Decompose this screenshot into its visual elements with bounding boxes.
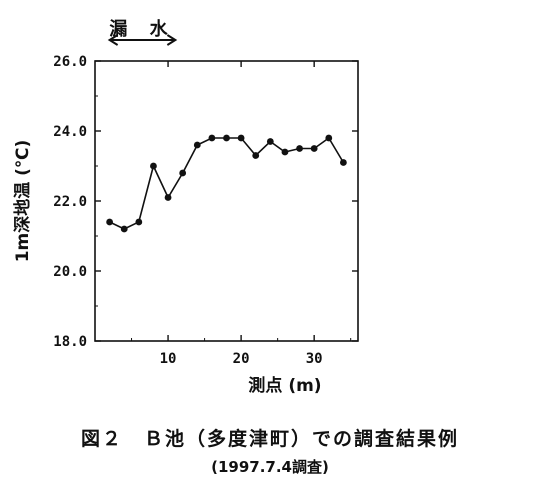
x-tick-label: 30 xyxy=(306,351,323,367)
y-axis-title: 1m深地温 (℃) xyxy=(12,140,33,263)
data-point xyxy=(135,218,143,226)
series-1 xyxy=(106,134,347,233)
x-axis: 10 20 30 xyxy=(131,61,352,367)
data-point xyxy=(179,169,187,177)
y-tick-label: 24.0 xyxy=(53,124,87,140)
data-point xyxy=(208,134,216,142)
data-point xyxy=(150,162,157,170)
data-point xyxy=(106,218,114,226)
y-tick-label: 26.0 xyxy=(53,54,87,70)
figure-caption: 図２ Ｂ池（多度津町）での調査結果例 xyxy=(81,427,459,450)
y-tick-label: 18.0 xyxy=(53,334,87,350)
x-axis-title: 測点 (m) xyxy=(248,375,321,396)
leak-arrow-left-icon xyxy=(107,34,119,46)
series-line xyxy=(109,136,345,230)
data-point xyxy=(281,148,289,156)
leak-annotation: 漏 水 xyxy=(107,18,178,46)
y-tick-label: 22.0 xyxy=(53,194,87,210)
data-point xyxy=(339,159,347,166)
data-point xyxy=(325,134,333,142)
data-point xyxy=(193,141,201,149)
data-point xyxy=(296,145,303,152)
data-point xyxy=(266,138,274,145)
data-point xyxy=(164,194,172,201)
x-tick-label: 10 xyxy=(160,351,177,367)
data-point xyxy=(252,152,260,159)
x-tick-label: 20 xyxy=(233,351,250,367)
data-point xyxy=(237,134,245,142)
plot-area xyxy=(94,60,359,342)
data-point xyxy=(223,134,230,142)
y-axis: 18.0 20.0 22.0 24.0 26.0 xyxy=(53,54,358,350)
data-point xyxy=(120,225,128,233)
leak-annotation-label: 漏 水 xyxy=(109,18,175,40)
data-point xyxy=(310,145,318,152)
figure-subcaption: (1997.7.4調査) xyxy=(211,458,329,476)
leak-arrow-right-icon xyxy=(166,34,178,46)
y-tick-label: 20.0 xyxy=(53,264,87,280)
